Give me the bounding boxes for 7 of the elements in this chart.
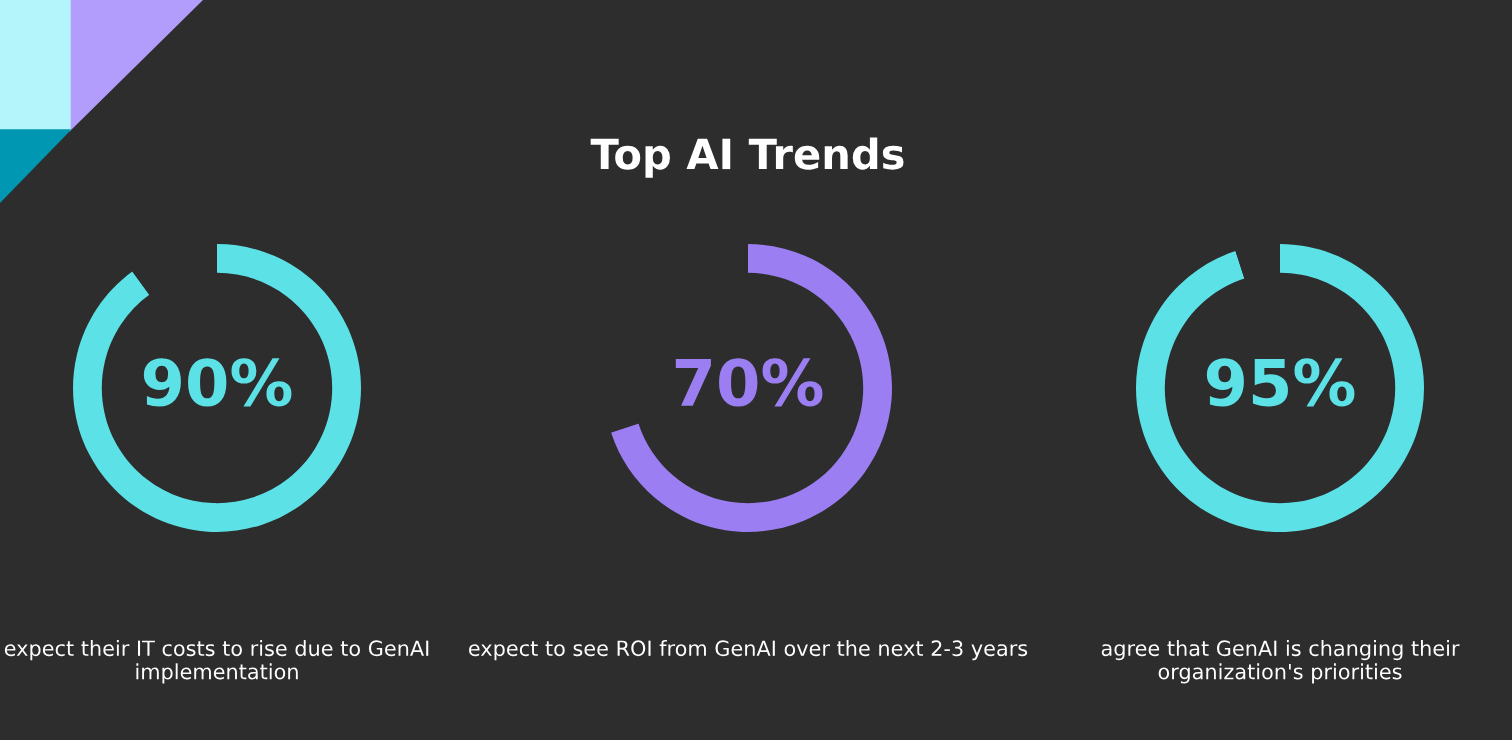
text: expect to see ROI from GenAI over the next 2-3 years	[469, 640, 1028, 661]
text: agree that GenAI is changing their organization's priorities	[1101, 640, 1460, 684]
text: expect their IT costs to rise due to GenAI implementation	[4, 640, 429, 684]
chart-title: Top AI Trends	[590, 137, 904, 178]
data-label: 95%	[1206, 358, 1355, 407]
data-label: 70%	[675, 358, 823, 407]
data-label: 90%	[143, 358, 292, 407]
